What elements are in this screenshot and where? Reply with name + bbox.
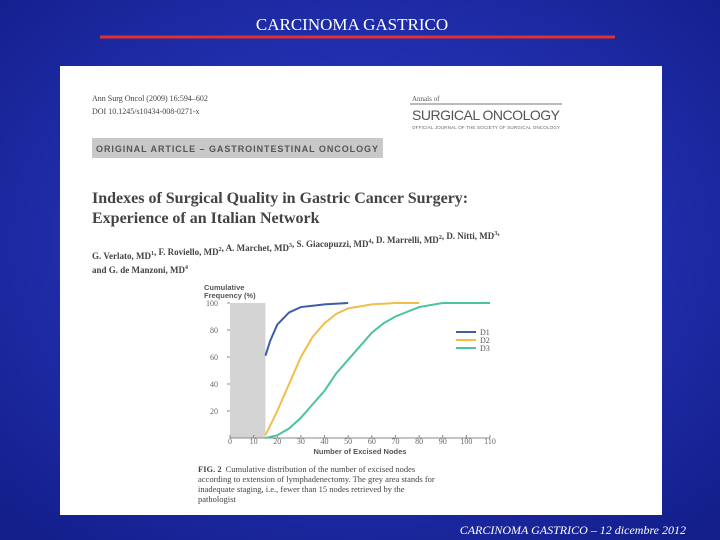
x-tick-label: 100 [460, 437, 472, 446]
journal-subtitle: OFFICIAL JOURNAL OF THE SOCIETY OF SURGI… [412, 125, 560, 130]
y-tick-label: 60 [210, 353, 218, 362]
y-axis-label: Cumulative [204, 283, 244, 292]
section-bar [92, 138, 383, 158]
caption-line: according to extension of lymphadenectom… [198, 474, 435, 484]
author-affiliation: 2 [219, 247, 222, 253]
author-name: , D. Nitti, MD [442, 231, 495, 241]
author-affiliation: 1 [151, 251, 154, 257]
x-tick-label: 110 [484, 437, 496, 446]
author-name: , F. Roviello, MD [154, 247, 219, 257]
legend-label: D2 [480, 336, 490, 345]
x-tick-label: 70 [391, 437, 399, 446]
slide-title: CARCINOMA GASTRICO [256, 15, 448, 34]
legend-label: D3 [480, 344, 490, 353]
caption-text: according to extension of lymphadenectom… [198, 474, 435, 484]
article-title: Indexes of Surgical Quality in Gastric C… [92, 190, 468, 207]
author-affiliation: 3 [289, 243, 292, 249]
author-name: , [497, 227, 499, 237]
x-axis-label: Number of Excised Nodes [314, 447, 407, 456]
section: ORIGINAL ARTICLE – GASTROINTESTINAL ONCO… [96, 144, 378, 154]
x-tick-label: 60 [368, 437, 376, 446]
author-line: G. Verlato, MD1, F. Roviello, MD2, A. Ma… [92, 227, 500, 261]
journal-name: SURGICAL ONCOLOGY [412, 107, 561, 123]
y-tick-label: 40 [210, 380, 218, 389]
caption-text: pathologist [198, 494, 236, 504]
caption-label: FIG. 2 [198, 464, 222, 474]
x-tick-label: 50 [344, 437, 352, 446]
author-name: and G. de Manzoni, MD [92, 265, 186, 275]
author-affiliation: 4 [185, 265, 188, 271]
y-tick-label: 20 [210, 407, 218, 416]
author-name: , S. Giacopuzzi, MD [292, 239, 369, 249]
x-tick-label: 90 [439, 437, 447, 446]
shaded-area [230, 303, 266, 438]
caption-line: pathologist [198, 494, 236, 504]
author-affiliation: 4 [369, 239, 372, 245]
series-line [264, 302, 420, 436]
x-tick-label: 0 [228, 437, 232, 446]
caption: FIG. 2 Cumulative distribution of the num… [198, 464, 435, 504]
caption-text: inadequate staging, i.e., fewer than 15 … [198, 484, 405, 494]
x-tick-label: 80 [415, 437, 423, 446]
caption-line: FIG. 2 Cumulative distribution of the num… [198, 464, 415, 474]
footer: CARCINOMA GASTRICO – 12 dicembre 2012 [460, 523, 686, 537]
x-tick-label: 10 [250, 437, 258, 446]
y-tick-label: 80 [210, 326, 218, 335]
author-name: , A. Marchet, MD [222, 243, 290, 253]
author-line: and G. de Manzoni, MD4 [92, 265, 188, 275]
author-affiliation: 2 [439, 235, 442, 241]
citation: Ann Surg Oncol (2009) 16:594–602 [92, 94, 208, 103]
series-line [264, 302, 349, 356]
caption-text: Cumulative distribution of the number of… [226, 464, 416, 474]
y-tick-label: 100 [206, 299, 218, 308]
legend-label: D1 [480, 328, 490, 337]
y-axis-label: Frequency (%) [204, 291, 256, 300]
x-tick-label: 30 [297, 437, 305, 446]
x-tick-label: 20 [273, 437, 281, 446]
caption-line: inadequate staging, i.e., fewer than 15 … [198, 484, 405, 494]
article-title: Experience of an Italian Network [92, 210, 320, 227]
citation: DOI 10.1245/s10434-008-0271-x [92, 107, 200, 116]
series-line [265, 302, 490, 439]
journal-prefix: Annals of [412, 95, 440, 103]
author-name: , D. Marrelli, MD [372, 235, 440, 245]
author-affiliation: 3 [494, 231, 497, 237]
x-tick-label: 40 [321, 437, 329, 446]
author-name: G. Verlato, MD [92, 251, 151, 261]
authors: G. Verlato, MD1, F. Roviello, MD2, A. Ma… [92, 227, 500, 275]
